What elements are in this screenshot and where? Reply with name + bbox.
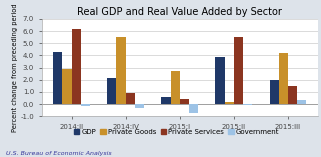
Bar xyxy=(243,104,252,105)
Bar xyxy=(170,71,180,104)
Bar xyxy=(62,69,72,104)
Bar xyxy=(72,29,81,104)
Bar xyxy=(53,52,62,104)
Bar xyxy=(126,93,135,104)
Bar xyxy=(270,80,279,104)
Bar xyxy=(117,37,126,104)
Bar xyxy=(180,99,189,104)
Bar xyxy=(81,104,90,106)
Title: Real GDP and Real Value Added by Sector: Real GDP and Real Value Added by Sector xyxy=(77,7,282,17)
Bar xyxy=(297,100,307,104)
Bar xyxy=(135,104,144,108)
Text: U.S. Bureau of Economic Analysis: U.S. Bureau of Economic Analysis xyxy=(6,152,112,156)
Bar xyxy=(107,78,117,104)
Bar xyxy=(234,37,243,104)
Legend: GDP, Private Goods, Private Services, Government: GDP, Private Goods, Private Services, Go… xyxy=(71,126,282,138)
Bar xyxy=(215,57,225,104)
Bar xyxy=(161,97,170,104)
Y-axis label: Percent change from preceding period: Percent change from preceding period xyxy=(12,3,18,132)
Bar xyxy=(288,86,297,104)
Bar xyxy=(225,102,234,104)
Bar xyxy=(189,104,198,113)
Bar xyxy=(279,53,288,104)
